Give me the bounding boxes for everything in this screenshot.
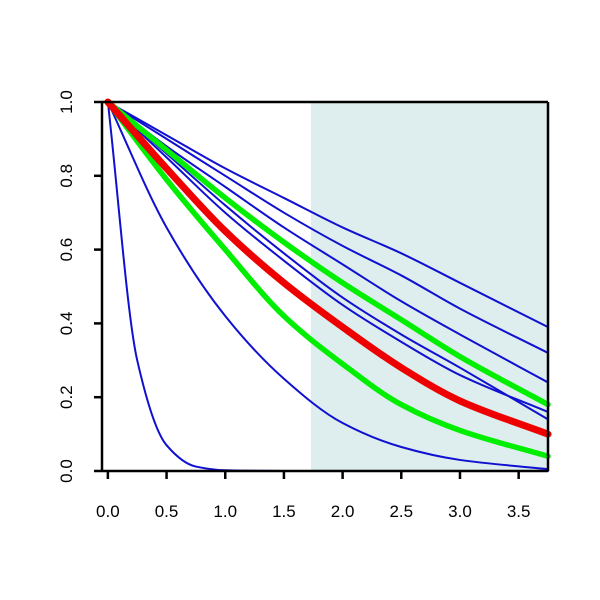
y-tick-label: 0.6 — [57, 238, 76, 262]
y-tick-label: 0.0 — [57, 459, 76, 483]
axes-layer — [100, 100, 550, 473]
series-line-blue-5 — [106, 101, 549, 421]
x-tick-label: 3.5 — [507, 502, 531, 521]
x-tick-label: 0.0 — [96, 502, 120, 521]
x-tick-label: 2.5 — [389, 502, 413, 521]
y-axis-ticks: 0.0 0.2 0.4 0.6 0.8 1.0 — [57, 90, 102, 483]
series-line-blue-4 — [106, 101, 549, 413]
x-tick-label: 0.5 — [155, 502, 179, 521]
series-line-blue-8 — [106, 101, 549, 354]
y-tick-label: 0.2 — [57, 385, 76, 409]
series-line-green-6 — [105, 99, 551, 408]
series-line-blue-1 — [106, 101, 549, 471]
x-tick-label: 1.0 — [213, 502, 237, 521]
series-layer — [104, 98, 552, 473]
x-tick-label: 1.5 — [272, 502, 296, 521]
y-tick-label: 0.4 — [57, 312, 76, 336]
x-tick-label: 3.0 — [448, 502, 472, 521]
series-line-blue-7 — [106, 101, 549, 384]
series-line-green-2 — [105, 99, 551, 459]
x-tick-label: 2.0 — [331, 502, 355, 521]
series-line-red-3 — [104, 98, 552, 438]
y-tick-label: 1.0 — [57, 90, 76, 114]
x-axis-ticks: 0.0 0.5 1.0 1.5 2.0 2.5 3.0 3.5 — [96, 471, 530, 521]
y-tick-label: 0.8 — [57, 164, 76, 188]
series-line-blue-9 — [106, 101, 549, 329]
